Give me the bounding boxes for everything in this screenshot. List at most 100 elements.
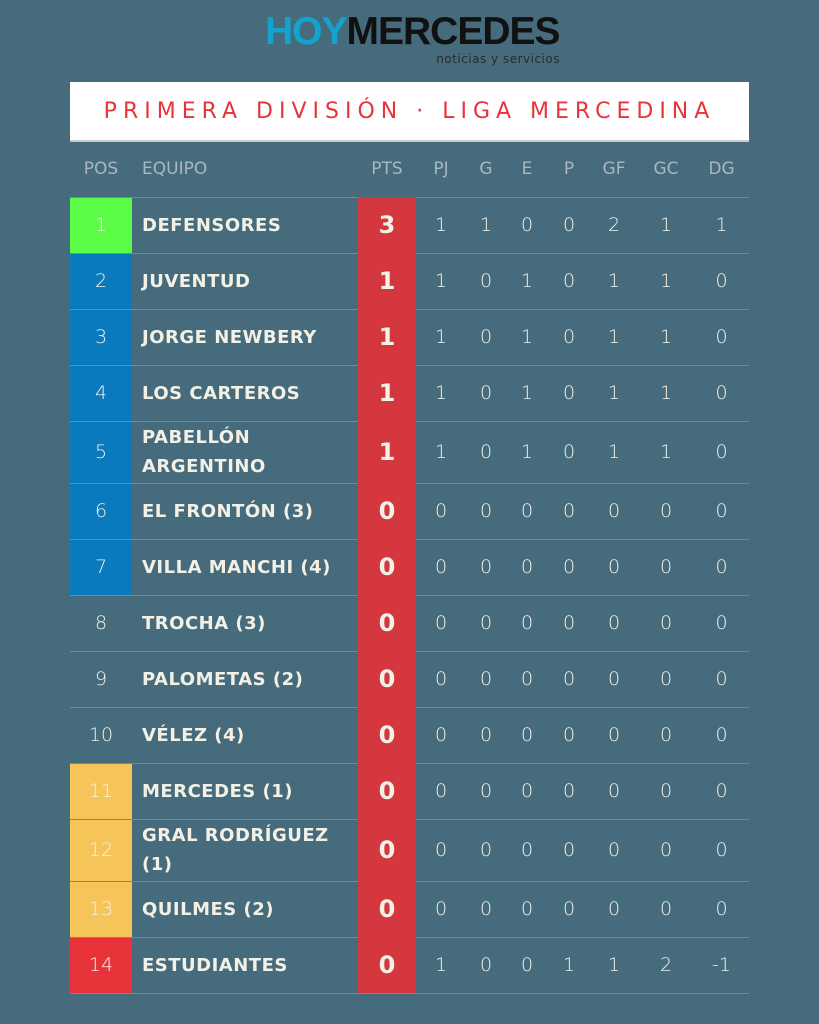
- cell-pj: 0: [416, 650, 466, 707]
- table-row: 7 VILLA MANCHI (4) 0 0 0 0 0 0 0 0: [70, 538, 749, 595]
- table-row: 13 QUILMES (2) 0 0 0 0 0 0 0 0: [70, 880, 749, 937]
- cell-team: GRAL RODRÍGUEZ (1): [132, 818, 358, 881]
- cell-team: JUVENTUD: [132, 252, 358, 309]
- logo-tagline: noticias y servicios: [436, 52, 560, 66]
- cell-team: LOS CARTEROS: [132, 364, 358, 421]
- cell-dg: 0: [694, 252, 749, 309]
- cell-g: 0: [466, 936, 506, 994]
- cell-pj: 0: [416, 818, 466, 881]
- cell-p: 0: [548, 252, 590, 309]
- header-g: G: [479, 158, 493, 179]
- table-row: 1 DEFENSORES 3 1 1 0 0 2 1 1: [70, 196, 749, 253]
- cell-pos: 10: [70, 706, 132, 763]
- cell-pj: 1: [416, 364, 466, 421]
- cell-pos: 4: [70, 364, 132, 421]
- cell-team: VÉLEZ (4): [132, 706, 358, 763]
- header-pts: PTS: [371, 158, 403, 179]
- cell-g: 0: [466, 482, 506, 539]
- table-row: 8 TROCHA (3) 0 0 0 0 0 0 0 0: [70, 594, 749, 651]
- table-row: 9 PALOMETAS (2) 0 0 0 0 0 0 0 0: [70, 650, 749, 707]
- standings-table: POS EQUIPO PTS PJ G E P GF GC DG 1 DEFENSORES 3 1 1 0 0…: [70, 141, 749, 994]
- cell-g: 0: [466, 594, 506, 651]
- cell-g: 0: [466, 650, 506, 707]
- cell-g: 0: [466, 818, 506, 881]
- cell-gc: 1: [638, 252, 694, 309]
- cell-gc: 0: [638, 482, 694, 539]
- cell-e: 0: [506, 762, 548, 819]
- cell-pos: 7: [70, 538, 132, 595]
- header-gf: GF: [602, 158, 626, 179]
- table-row: 12 GRAL RODRÍGUEZ (1) 0 0 0 0 0 0 0 0: [70, 818, 749, 881]
- cell-dg: 0: [694, 818, 749, 881]
- cell-pj: 1: [416, 308, 466, 365]
- cell-pts: 0: [358, 650, 416, 707]
- hoymercedes-logo: HOYMERCEDES noticias y servicios: [265, 10, 561, 70]
- cell-e: 0: [506, 880, 548, 937]
- cell-pos: 11: [70, 762, 132, 819]
- cell-e: 0: [506, 482, 548, 539]
- header-pos: POS: [83, 158, 119, 179]
- cell-gf: 0: [590, 650, 638, 707]
- logo-mercedes: MERCEDES: [346, 10, 561, 53]
- cell-team: VILLA MANCHI (4): [132, 538, 358, 595]
- cell-gc: 1: [638, 364, 694, 421]
- cell-g: 0: [466, 706, 506, 763]
- cell-gc: 0: [638, 818, 694, 881]
- cell-gc: 0: [638, 538, 694, 595]
- cell-pj: 0: [416, 594, 466, 651]
- cell-pts: 0: [358, 706, 416, 763]
- cell-e: 0: [506, 196, 548, 253]
- table-row: 14 ESTUDIANTES 0 1 0 0 1 1 2 -1: [70, 936, 749, 994]
- cell-pj: 1: [416, 252, 466, 309]
- cell-gc: 1: [638, 308, 694, 365]
- cell-team: PALOMETAS (2): [132, 650, 358, 707]
- cell-team: QUILMES (2): [132, 880, 358, 937]
- cell-pts: 1: [358, 420, 416, 483]
- cell-pos: 6: [70, 482, 132, 539]
- cell-gf: 1: [590, 364, 638, 421]
- cell-pos: 3: [70, 308, 132, 365]
- cell-dg: 0: [694, 594, 749, 651]
- cell-pos: 1: [70, 196, 132, 253]
- header-dg: DG: [708, 158, 735, 179]
- header-p: P: [563, 158, 575, 179]
- cell-e: 1: [506, 420, 548, 483]
- cell-g: 0: [466, 420, 506, 483]
- cell-e: 0: [506, 650, 548, 707]
- cell-dg: 0: [694, 650, 749, 707]
- table-row: 6 EL FRONTÓN (3) 0 0 0 0 0 0 0 0: [70, 482, 749, 539]
- cell-pts: 0: [358, 880, 416, 937]
- cell-p: 0: [548, 706, 590, 763]
- cell-pos: 8: [70, 594, 132, 651]
- cell-gc: 0: [638, 706, 694, 763]
- cell-g: 0: [466, 762, 506, 819]
- logo-hoy: HOY: [265, 10, 348, 53]
- cell-team: EL FRONTÓN (3): [132, 482, 358, 539]
- cell-team: TROCHA (3): [132, 594, 358, 651]
- cell-pos: 2: [70, 252, 132, 309]
- cell-team: ESTUDIANTES: [132, 936, 358, 994]
- cell-pts: 0: [358, 818, 416, 881]
- cell-pts: 0: [358, 936, 416, 994]
- cell-pts: 0: [358, 538, 416, 595]
- cell-dg: 0: [694, 482, 749, 539]
- cell-g: 1: [466, 196, 506, 253]
- cell-gc: 0: [638, 762, 694, 819]
- cell-dg: 1: [694, 196, 749, 253]
- cell-e: 0: [506, 936, 548, 994]
- cell-pj: 1: [416, 420, 466, 483]
- cell-dg: 0: [694, 420, 749, 483]
- cell-p: 0: [548, 308, 590, 365]
- cell-gf: 0: [590, 706, 638, 763]
- cell-p: 0: [548, 538, 590, 595]
- cell-gc: 1: [638, 196, 694, 253]
- cell-pj: 0: [416, 538, 466, 595]
- cell-dg: -1: [694, 936, 749, 994]
- cell-pj: 1: [416, 196, 466, 253]
- cell-pos: 13: [70, 880, 132, 937]
- cell-dg: 0: [694, 364, 749, 421]
- cell-p: 0: [548, 364, 590, 421]
- cell-gc: 2: [638, 936, 694, 994]
- cell-g: 0: [466, 538, 506, 595]
- table-row: 11 MERCEDES (1) 0 0 0 0 0 0 0 0: [70, 762, 749, 819]
